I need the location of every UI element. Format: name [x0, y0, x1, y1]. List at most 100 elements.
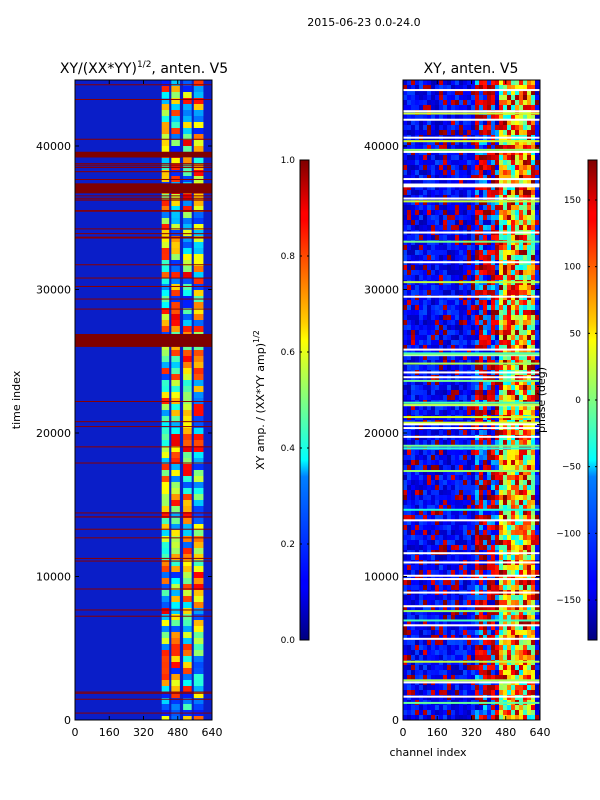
right-cell [447, 195, 451, 200]
right-cell [487, 710, 491, 715]
right-cell [487, 650, 491, 655]
right-cell [475, 625, 479, 630]
right-cell [411, 250, 415, 255]
left-cell [183, 218, 192, 224]
right-cell [415, 100, 419, 105]
right-cell [455, 555, 459, 560]
right-cell [427, 385, 431, 390]
right-cell [411, 130, 415, 135]
right-cell [459, 490, 463, 495]
left-cell [171, 680, 180, 686]
left-cell [183, 104, 192, 110]
right-cell [411, 515, 415, 520]
right-cell [495, 565, 499, 570]
right-cell [455, 145, 459, 150]
right-cell [403, 110, 407, 115]
right-cell [431, 270, 435, 275]
right-cell [459, 250, 463, 255]
right-cell [459, 325, 463, 330]
right-cell [431, 535, 435, 540]
right-cell [507, 305, 511, 310]
right-cell [431, 530, 435, 535]
right-cell [499, 715, 503, 720]
right-cell [511, 430, 515, 435]
left-cell [171, 224, 180, 230]
right-cell [455, 710, 459, 715]
right-cell [447, 290, 451, 295]
right-cell [471, 360, 475, 365]
right-cell [503, 615, 507, 620]
right-cell [515, 490, 519, 495]
right-cell [479, 250, 483, 255]
right-cell [427, 225, 431, 230]
right-cell [491, 265, 495, 270]
left-cell [183, 92, 192, 98]
right-cell [503, 580, 507, 585]
right-cell [403, 200, 407, 205]
right-cell [407, 470, 411, 475]
right-cell [507, 405, 511, 410]
right-cell [455, 465, 459, 470]
right-cell [415, 385, 419, 390]
right-cell [407, 110, 411, 115]
right-cell [495, 290, 499, 295]
left-cell [183, 512, 192, 518]
right-cell [495, 685, 499, 690]
right-cell [447, 430, 451, 435]
right-cell [463, 525, 467, 530]
right-cell [443, 275, 447, 280]
right-cell [407, 715, 411, 720]
right-cell [411, 490, 415, 495]
right-cell [511, 110, 515, 115]
left-cell [171, 644, 180, 650]
right-cell [511, 95, 515, 100]
right-cell [435, 495, 439, 500]
right-cell [519, 300, 523, 305]
right-cell [495, 275, 499, 280]
right-cell [511, 315, 515, 320]
right-cell [531, 195, 535, 200]
right-cell [511, 485, 515, 490]
right-cell [519, 245, 523, 250]
right-cell [487, 185, 491, 190]
right-cell [511, 160, 515, 165]
right-cell [527, 520, 531, 525]
right-cell [455, 380, 459, 385]
right-cell [527, 325, 531, 330]
right-cell [427, 190, 431, 195]
right-cell [443, 405, 447, 410]
right-cell [515, 220, 519, 225]
right-cell [463, 155, 467, 160]
right-cell [447, 175, 451, 180]
right-cell [439, 380, 443, 385]
right-cell [519, 85, 523, 90]
right-cell [423, 685, 427, 690]
left-cell [161, 260, 170, 266]
right-cell [523, 575, 527, 580]
left-colorbar-label-sup: 1/2 [252, 330, 261, 343]
right-cell [531, 675, 535, 680]
right-cell [431, 340, 435, 345]
right-cell [447, 110, 451, 115]
right-cell [447, 300, 451, 305]
right-cell [411, 565, 415, 570]
left-cell [161, 452, 170, 458]
left-xtick-label: 640 [202, 726, 223, 739]
right-cell [467, 330, 471, 335]
right-cell [451, 405, 455, 410]
right-cell [531, 625, 535, 630]
right-cell [447, 340, 451, 345]
left-cell [171, 134, 180, 140]
right-cell [535, 495, 539, 500]
right-cell [471, 715, 475, 720]
right-cell [511, 510, 515, 515]
right-cell [419, 510, 423, 515]
right-cell [499, 385, 503, 390]
right-cell [455, 290, 459, 295]
right-cell [475, 365, 479, 370]
right-cell [499, 520, 503, 525]
right-cell [451, 90, 455, 95]
right-cell [475, 555, 479, 560]
right-cell [455, 475, 459, 480]
right-cell [519, 580, 523, 585]
